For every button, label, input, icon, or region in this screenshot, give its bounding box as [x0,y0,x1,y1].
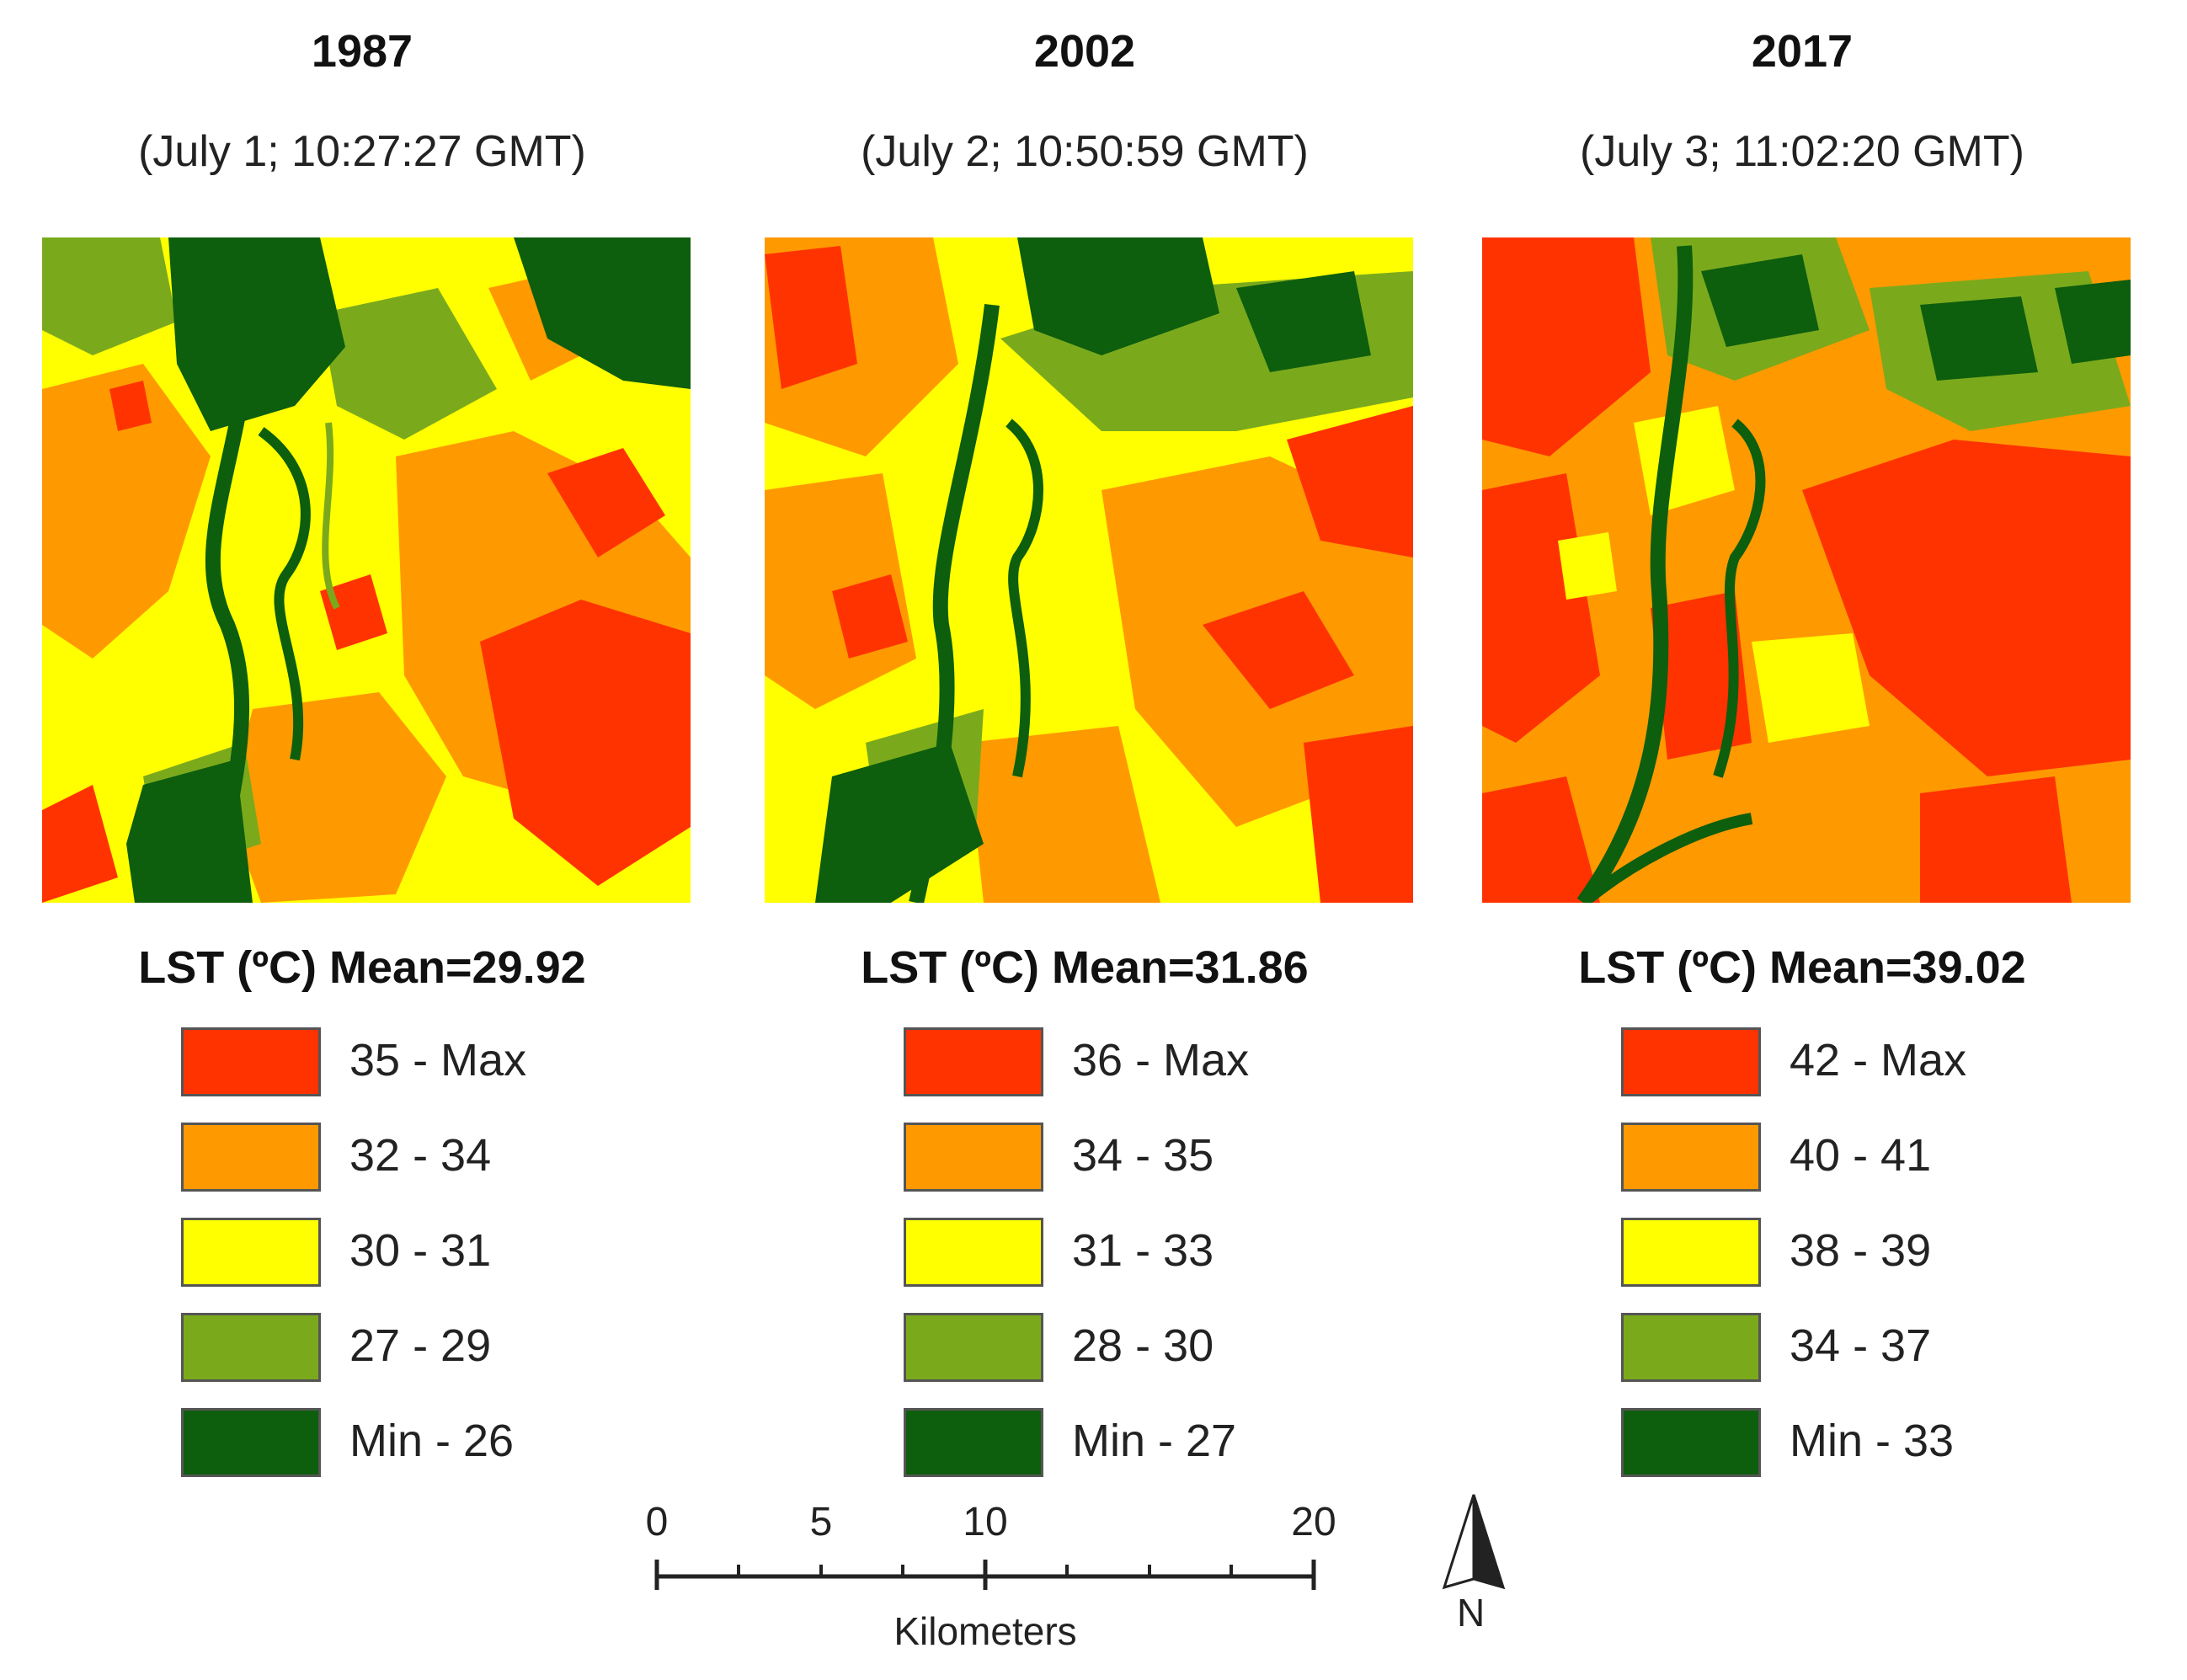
panel-1987: 1987 (July 1; 10:27:27 GMT) [25,0,699,1499]
panel-year: 1987 [311,26,413,77]
legend-label: 30 - 31 [349,1225,492,1276]
lst-map-2017 [1482,237,2131,903]
legend-label: 36 - Max [1072,1035,1250,1085]
legend-swatch [1621,1408,1761,1477]
panel-2017: 2017 (July 3; 11:02:20 GMT) LST (ºC) Mea… [1465,0,2139,1499]
legend-title: LST (ºC) Mean=39.02 [1578,942,2026,993]
legend-label: 42 - Max [1790,1035,1967,1085]
lst-map-1987 [42,237,691,903]
scale-label-5: 5 [809,1500,833,1544]
lst-map-2002 [765,237,1413,903]
legend-label: 38 - 39 [1790,1225,1932,1276]
legend-swatch [904,1313,1043,1382]
north-arrow: N [1432,1491,1516,1642]
legend-title: LST (ºC) Mean=29.92 [138,942,586,993]
legend-label: Min - 26 [349,1416,515,1466]
panel-year: 2017 [1751,26,1854,77]
scale-bar: 0 5 10 20 Kilometers [640,1499,1336,1667]
legend-label: 40 - 41 [1790,1130,1932,1181]
acquisition-datetime: (July 2; 10:50:59 GMT) [861,127,1309,176]
lst-map-2002-image [765,237,1413,903]
legend-swatch [904,1218,1043,1287]
lst-map-1987-image [42,237,691,903]
legend-swatch [181,1123,321,1192]
legend-label: 27 - 29 [349,1320,492,1371]
legend-swatch [181,1218,321,1287]
panel-year: 2002 [1033,26,1136,77]
legend-label: 34 - 35 [1072,1130,1214,1181]
north-arrow-icon [1442,1494,1506,1590]
legend-swatch [1621,1218,1761,1287]
legend-swatch [904,1408,1043,1477]
legend-label: 35 - Max [349,1035,527,1085]
acquisition-datetime: (July 1; 10:27:27 GMT) [138,127,586,176]
legend-swatch [181,1027,321,1096]
scale-label-0: 0 [645,1500,669,1544]
legend-label: 28 - 30 [1072,1320,1214,1371]
scale-label-20: 20 [1291,1500,1336,1544]
north-label: N [1457,1591,1486,1635]
legend-swatch [1621,1313,1761,1382]
legend-label: Min - 33 [1790,1416,1955,1466]
scale-units: Kilometers [893,1609,1077,1653]
panel-2002: 2002 (July 2; 10:50:59 GMT) LST (ºC) Mea… [748,0,1422,1499]
legend-label: 31 - 33 [1072,1225,1214,1276]
lst-map-2017-image [1482,237,2131,903]
legend-label: Min - 27 [1072,1416,1237,1466]
legend-swatch [181,1408,321,1477]
legend-swatch [1621,1123,1761,1192]
legend-swatch [904,1123,1043,1192]
legend-label: 32 - 34 [349,1130,492,1181]
legend-swatch [904,1027,1043,1096]
scale-bar-graphic [654,1560,1316,1590]
legend-swatch [181,1313,321,1382]
legend-swatch [1621,1027,1761,1096]
acquisition-datetime: (July 3; 11:02:20 GMT) [1580,127,2024,176]
legend-label: 34 - 37 [1790,1320,1932,1371]
scale-label-10: 10 [963,1500,1008,1544]
legend-title: LST (ºC) Mean=31.86 [861,942,1309,993]
